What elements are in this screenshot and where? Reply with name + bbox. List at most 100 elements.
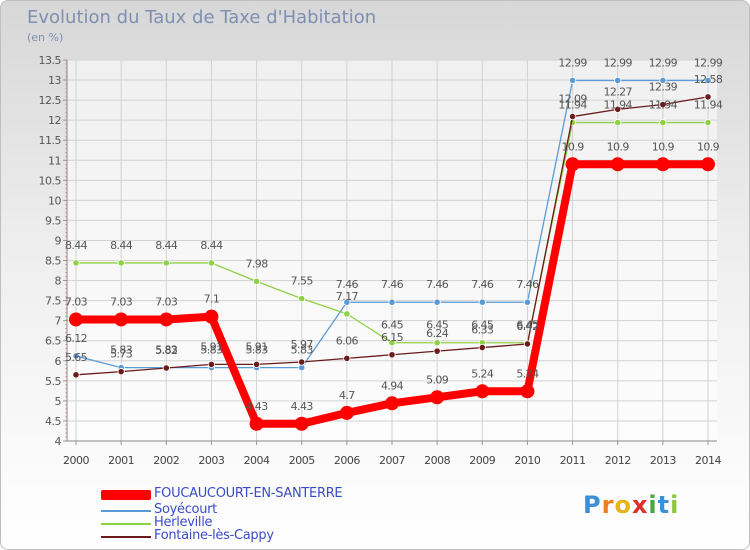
data-point bbox=[69, 312, 83, 327]
data-label: 10.9 bbox=[652, 140, 675, 153]
data-point bbox=[343, 298, 351, 306]
data-point bbox=[72, 371, 80, 379]
data-label: 7.98 bbox=[246, 257, 269, 270]
data-label: 7.46 bbox=[336, 278, 359, 291]
data-point bbox=[343, 310, 351, 318]
data-label: 6.06 bbox=[336, 334, 359, 347]
data-label: 7.03 bbox=[65, 295, 88, 308]
data-label: 5.09 bbox=[426, 373, 449, 386]
data-label: 5.82 bbox=[155, 344, 177, 357]
data-label: 5.24 bbox=[471, 367, 494, 380]
legend-label: FOUCAUCOURT-EN-SANTERRE bbox=[154, 486, 343, 501]
data-label: 4.43 bbox=[246, 400, 269, 413]
data-point bbox=[298, 358, 306, 366]
y-tick-label: 11.5 bbox=[39, 134, 62, 147]
legend-swatch bbox=[101, 536, 151, 538]
x-tick-label: 2005 bbox=[289, 454, 315, 467]
data-label: 6.15 bbox=[381, 331, 404, 344]
data-point bbox=[433, 298, 441, 306]
data-label: 5.83 bbox=[246, 344, 269, 357]
data-point bbox=[701, 157, 715, 172]
data-label: 5.91 bbox=[246, 340, 268, 353]
y-tick-label: 8 bbox=[55, 275, 62, 288]
y-tick-label: 4 bbox=[55, 435, 62, 448]
x-tick-label: 2009 bbox=[469, 454, 495, 467]
data-point bbox=[568, 76, 577, 85]
data-point bbox=[610, 157, 625, 172]
y-tick-label: 10 bbox=[48, 194, 61, 207]
legend-swatch bbox=[101, 523, 151, 525]
y-tick-label: 6 bbox=[55, 355, 62, 368]
x-tick-label: 2006 bbox=[334, 454, 360, 467]
y-tick-label: 5.5 bbox=[45, 375, 61, 388]
data-point bbox=[655, 157, 670, 172]
legend-swatch bbox=[101, 490, 151, 500]
chart-title: Evolution du Taux de Taxe d'Habitation bbox=[27, 7, 377, 28]
data-point bbox=[704, 118, 712, 127]
x-tick-label: 2011 bbox=[560, 454, 586, 467]
data-label: 8.44 bbox=[65, 239, 88, 252]
x-tick-label: 2010 bbox=[514, 454, 540, 467]
data-label: 8.44 bbox=[200, 239, 223, 252]
y-tick-label: 9 bbox=[55, 234, 62, 247]
logo-letter: P bbox=[583, 491, 602, 519]
data-point bbox=[207, 259, 216, 267]
legend-swatch bbox=[101, 510, 151, 512]
data-point bbox=[704, 76, 712, 85]
legend-label: Fontaine-lès-Cappy bbox=[154, 528, 274, 543]
data-point bbox=[478, 298, 486, 306]
data-label: 6.12 bbox=[65, 332, 87, 345]
data-label: 12.99 bbox=[603, 56, 632, 69]
x-tick-label: 2001 bbox=[108, 454, 134, 467]
data-label: 12.39 bbox=[649, 81, 678, 94]
data-label: 7.17 bbox=[336, 290, 359, 303]
x-tick-label: 2013 bbox=[650, 454, 676, 467]
y-tick-label: 13.5 bbox=[39, 54, 62, 67]
data-point bbox=[568, 112, 577, 121]
y-tick-label: 10.5 bbox=[39, 174, 62, 187]
data-label: 6.24 bbox=[426, 327, 449, 340]
data-label: 4.43 bbox=[291, 400, 314, 413]
data-point bbox=[294, 416, 309, 431]
data-label: 11.94 bbox=[694, 99, 723, 112]
x-tick-label: 2000 bbox=[63, 454, 89, 467]
data-point bbox=[159, 312, 174, 327]
data-label: 5.24 bbox=[516, 367, 539, 380]
logo-letter: o bbox=[614, 491, 632, 519]
data-point bbox=[478, 343, 486, 352]
data-point bbox=[523, 298, 532, 306]
data-label: 10.9 bbox=[562, 140, 585, 153]
x-tick-label: 2007 bbox=[379, 454, 405, 467]
data-label: 6.45 bbox=[471, 319, 494, 332]
data-point bbox=[117, 368, 125, 376]
x-tick-label: 2002 bbox=[153, 454, 179, 467]
y-tick-label: 7.5 bbox=[45, 295, 61, 308]
data-point bbox=[520, 384, 535, 399]
data-point bbox=[385, 396, 399, 411]
data-label: 12.58 bbox=[694, 73, 723, 86]
proxiti-logo: Proxiti bbox=[583, 491, 679, 519]
data-label: 7.46 bbox=[426, 278, 449, 291]
x-tick-label: 2003 bbox=[198, 454, 224, 467]
y-tick-label: 8.5 bbox=[45, 255, 61, 268]
data-label: 5.83 bbox=[110, 344, 133, 357]
data-label: 8.44 bbox=[110, 239, 133, 252]
x-tick-label: 2008 bbox=[424, 454, 450, 467]
logo-letter: i bbox=[648, 491, 658, 519]
data-point bbox=[114, 312, 129, 327]
data-label: 6.33 bbox=[471, 324, 494, 337]
data-label: 12.09 bbox=[558, 93, 587, 106]
data-label: 5.83 bbox=[200, 344, 223, 357]
data-label: 6.45 bbox=[381, 319, 404, 332]
data-point bbox=[204, 309, 219, 324]
data-label: 5.97 bbox=[291, 338, 314, 351]
y-tick-label: 11 bbox=[48, 154, 61, 167]
data-label: 5.83 bbox=[291, 344, 314, 357]
data-label: 6.45 bbox=[426, 319, 449, 332]
data-point bbox=[659, 118, 667, 127]
data-label: 7.46 bbox=[471, 278, 494, 291]
data-point bbox=[388, 298, 396, 306]
y-tick-label: 7 bbox=[55, 315, 62, 328]
data-label: 7.55 bbox=[291, 275, 314, 288]
